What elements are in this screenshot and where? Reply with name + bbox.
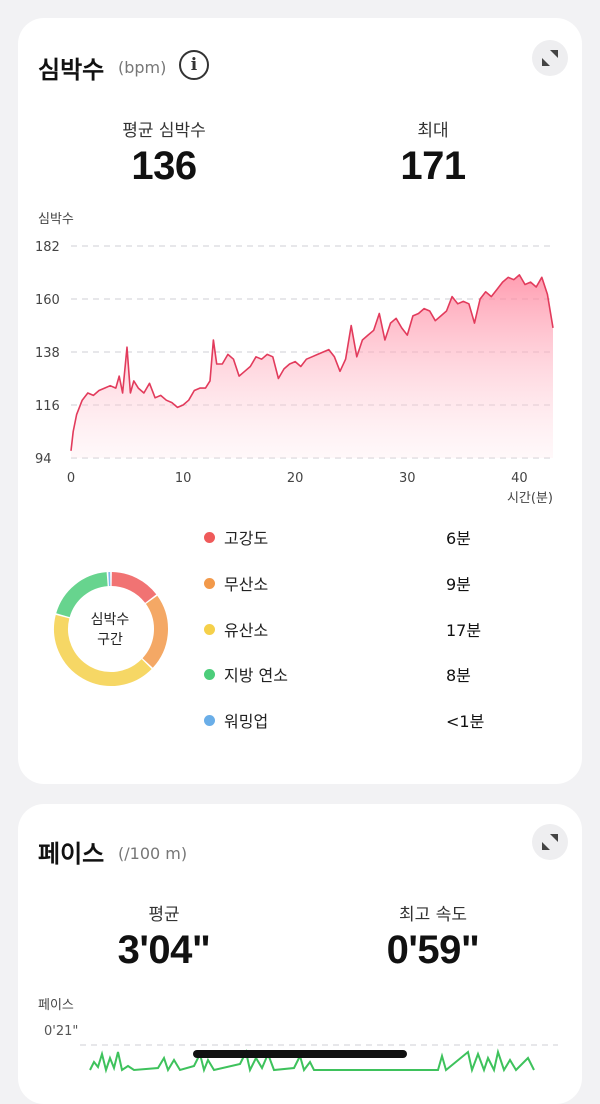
- donut-center-label: 심박수 구간: [60, 610, 160, 650]
- zone-color-dot: [204, 532, 215, 543]
- pace-chart: [18, 1040, 582, 1100]
- zone-row-fat-burn: 지방 연소 8분: [204, 660, 544, 688]
- unit-label: (bpm): [118, 58, 166, 77]
- x-tick-label: 0: [67, 471, 75, 486]
- average-heart-rate-value: 136: [54, 144, 274, 189]
- zone-row-anaerobic: 무산소 9분: [204, 569, 544, 597]
- info-icon[interactable]: i: [179, 50, 209, 80]
- zone-time: 6분: [446, 525, 471, 549]
- zone-time: 8분: [446, 662, 471, 686]
- x-tick-label: 10: [175, 471, 192, 486]
- card-title: 페이스: [38, 834, 104, 869]
- x-tick-label: 30: [399, 471, 416, 486]
- card-title: 심박수: [38, 50, 104, 85]
- pace-y-axis-title: 페이스: [38, 994, 74, 1013]
- heart-rate-area: [71, 275, 553, 458]
- zone-time: 17분: [446, 617, 481, 641]
- zone-name: 유산소: [224, 617, 268, 641]
- expand-button[interactable]: [532, 40, 568, 76]
- heart-rate-card: 심박수 (bpm) i 평균 심박수 136 최대 171 심박수 94 116 1…: [18, 18, 582, 784]
- x-tick-label: 40: [511, 471, 528, 486]
- zone-time: 9분: [446, 571, 471, 595]
- heart-rate-chart: 94 116 138 160 182 0 10 20 30 40 시간(분): [18, 218, 582, 518]
- home-indicator[interactable]: [193, 1050, 407, 1058]
- zone-name: 지방 연소: [224, 662, 288, 686]
- y-tick-label: 160: [35, 293, 60, 308]
- expand-icon: [540, 832, 560, 852]
- zone-name: 고강도: [224, 525, 268, 549]
- zone-color-dot: [204, 715, 215, 726]
- zone-color-dot: [204, 669, 215, 680]
- donut-label-line2: 구간: [60, 630, 160, 650]
- donut-segment: [112, 579, 151, 599]
- average-pace-label: 평균: [64, 900, 264, 925]
- zone-row-high-intensity: 고강도 6분: [204, 523, 544, 551]
- zone-color-dot: [204, 624, 215, 635]
- zone-row-aerobic: 유산소 17분: [204, 615, 544, 643]
- expand-icon: [540, 48, 560, 68]
- x-axis-title: 시간(분): [507, 491, 553, 506]
- best-speed-label: 최고 속도: [333, 900, 533, 925]
- y-tick-label: 116: [35, 399, 60, 414]
- donut-label-line1: 심박수: [60, 610, 160, 630]
- expand-button[interactable]: [532, 824, 568, 860]
- zone-name: 워밍업: [224, 708, 268, 732]
- average-heart-rate-label: 평균 심박수: [64, 116, 264, 141]
- y-tick-label: 138: [35, 346, 60, 361]
- pace-card: 페이스 (/100 m) 평균 3'04" 최고 속도 0'59" 페이스 0'…: [18, 804, 582, 1104]
- zone-row-warmup: 워밍업 <1분: [204, 706, 544, 734]
- unit-label: (/100 m): [118, 844, 187, 863]
- y-tick-label: 182: [35, 240, 60, 255]
- zone-color-dot: [204, 578, 215, 589]
- pace-top-tick: 0'21": [44, 1024, 78, 1039]
- average-pace-value: 3'04": [54, 928, 274, 973]
- best-speed-value: 0'59": [323, 928, 543, 973]
- zone-time: <1분: [446, 708, 484, 732]
- x-tick-label: 20: [287, 471, 304, 486]
- y-tick-label: 94: [35, 452, 52, 467]
- max-heart-rate-label: 최대: [333, 116, 533, 141]
- max-heart-rate-value: 171: [323, 144, 543, 189]
- zone-name: 무산소: [224, 571, 268, 595]
